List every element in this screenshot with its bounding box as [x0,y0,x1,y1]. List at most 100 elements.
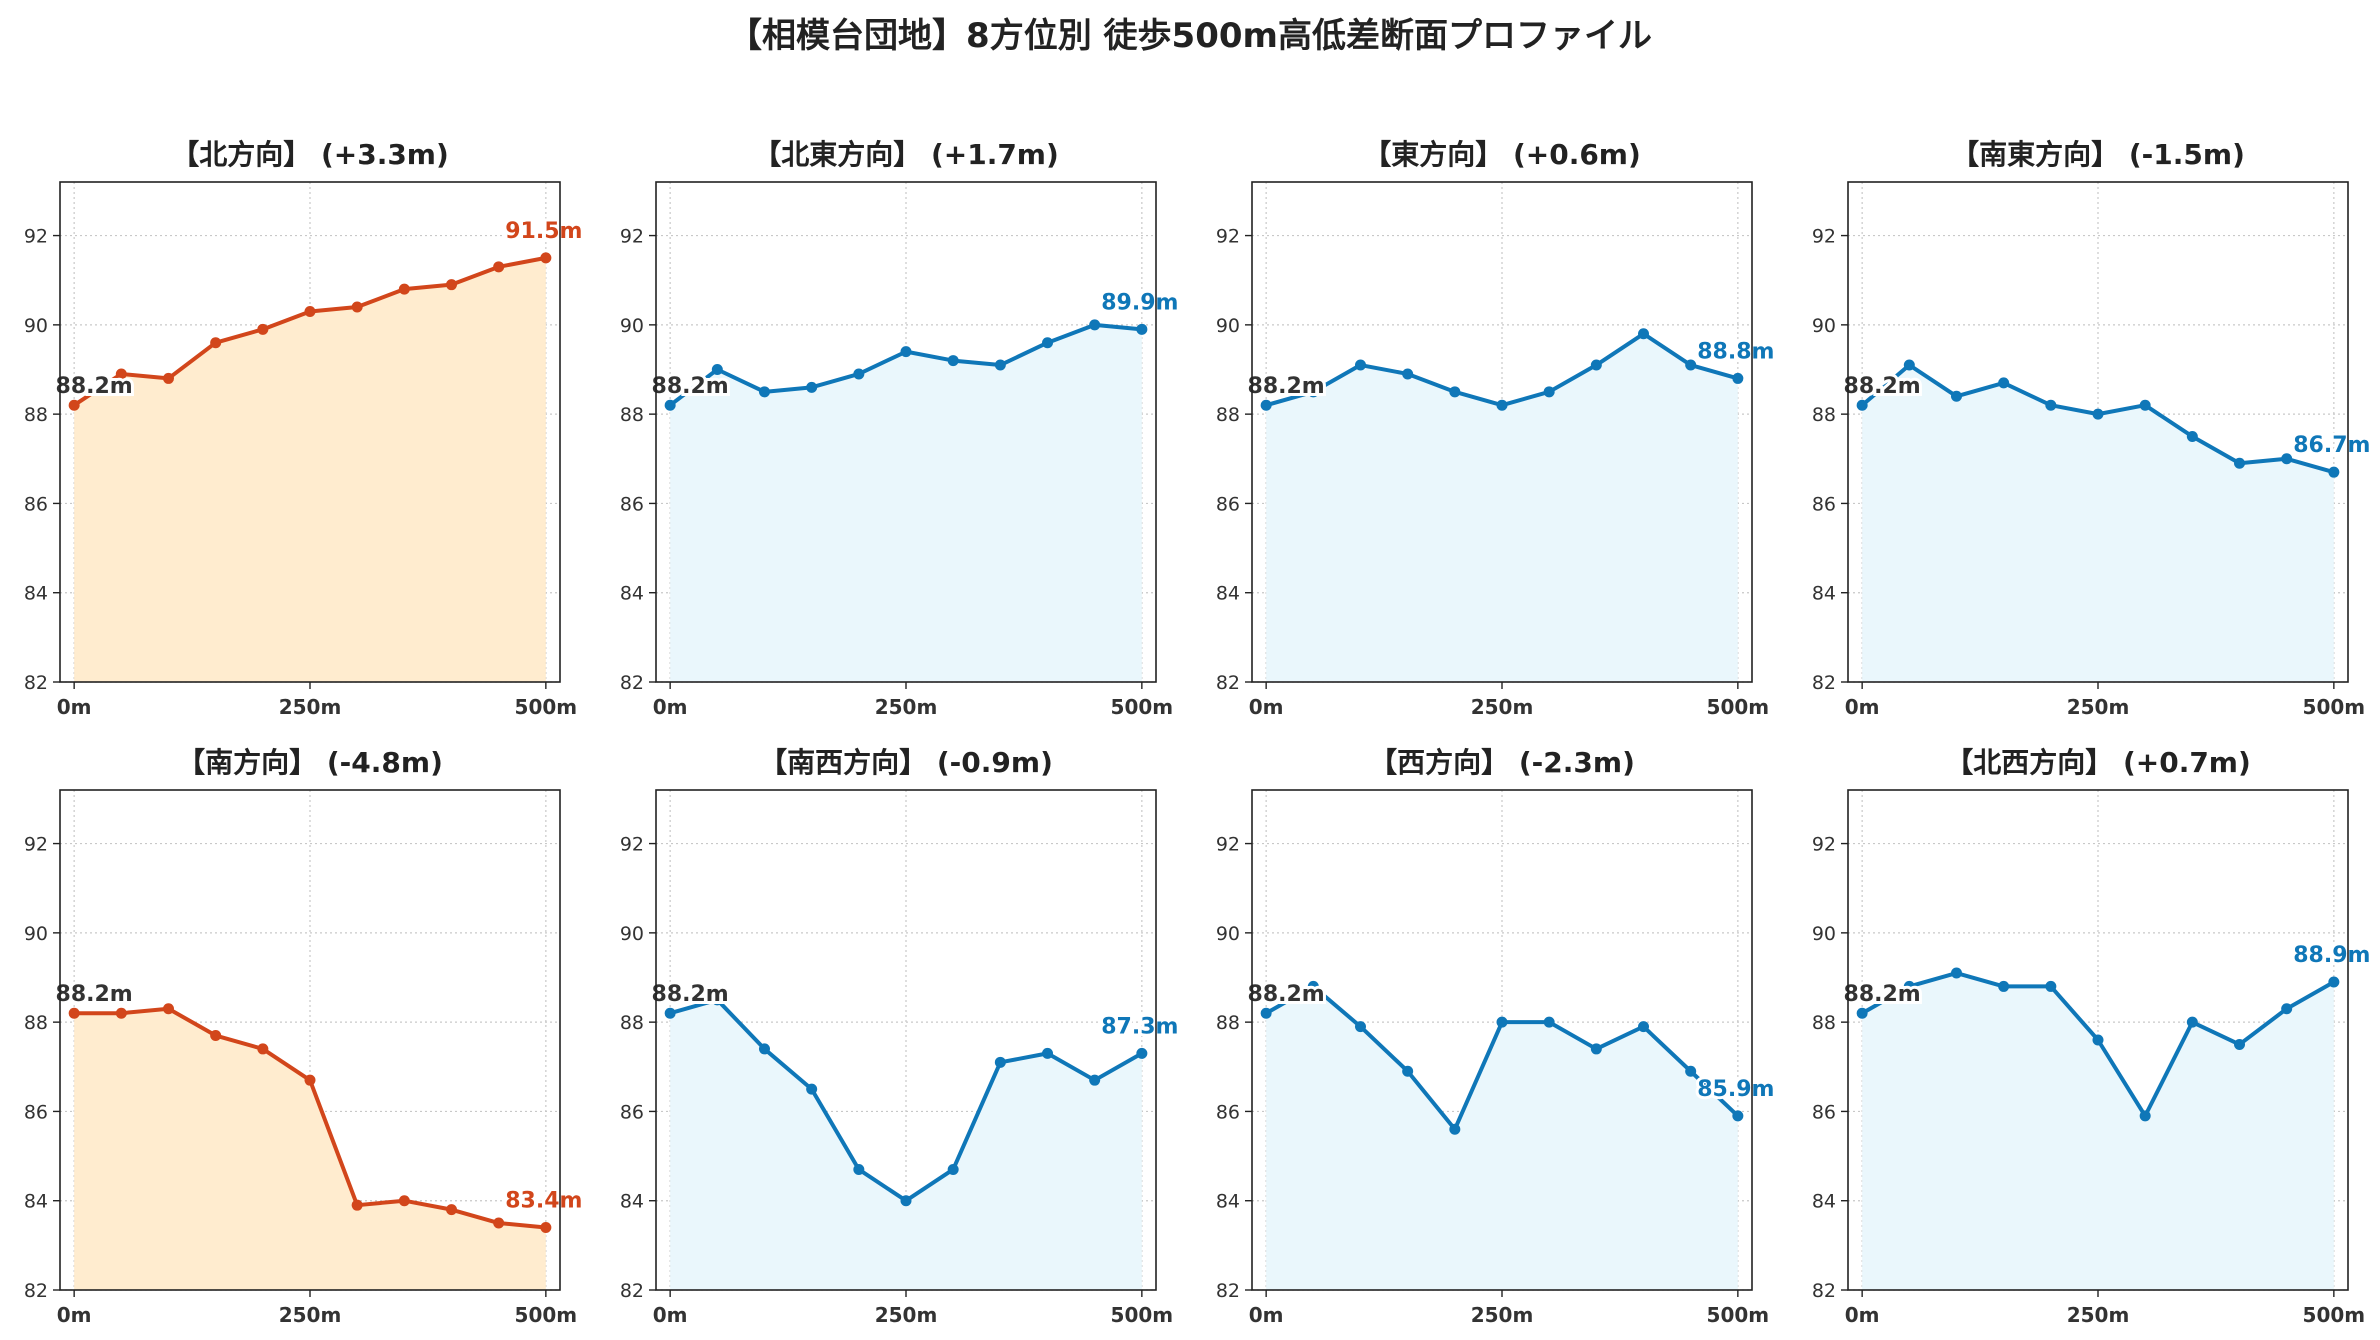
data-point [711,994,723,1006]
data-point [1354,1021,1366,1033]
xtick-label: 0m [1845,695,1880,719]
area-fill [1266,986,1738,1290]
data-point [1042,1047,1054,1059]
data-point [806,1083,818,1095]
data-point [1856,399,1868,411]
ytick-label: 90 [1812,315,1836,337]
data-point [947,355,959,367]
data-point [2186,1016,2198,1028]
ytick-label: 92 [24,834,48,856]
ytick-label: 84 [24,583,48,605]
data-point [1449,1123,1461,1135]
data-point [2234,457,2246,469]
ytick-label: 86 [1812,1101,1836,1123]
xtick-label: 500m [1111,1303,1174,1327]
data-point [351,1199,363,1211]
xtick-label: 0m [57,1303,92,1327]
data-point [68,1007,80,1019]
data-point [1856,1007,1868,1019]
data-point [994,1056,1006,1068]
data-point [1307,386,1319,398]
data-point [446,279,458,291]
xtick-label: 250m [1471,1303,1534,1327]
ytick-label: 90 [620,315,644,337]
panel-7: 【西方向】 (-2.3m) 88.2m 85.9m 82 84 86 88 90 92 0m 250… [1216,746,1778,1327]
ytick-label: 86 [1812,493,1836,515]
ytick-label: 82 [1812,672,1836,694]
ytick-label: 88 [1812,404,1836,426]
panel-3: 【東方向】 (+0.6m) 88.2m 88.8m 82 84 86 88 90 92 0m 250… [1216,138,1778,719]
ytick-label: 90 [1812,923,1836,945]
figure-title: 【相模台団地】8方位別 徒歩500m高低差断面プロファイル [728,16,1652,56]
area-fill [1862,365,2334,682]
data-point [2186,430,2198,442]
data-point [2234,1038,2246,1050]
data-point [398,1195,410,1207]
data-point [758,1043,770,1055]
data-point [994,359,1006,371]
data-point [1543,386,1555,398]
xtick-label: 500m [515,1303,578,1327]
data-point [900,346,912,358]
data-point [853,1163,865,1175]
data-point [2281,453,2293,465]
data-point [758,386,770,398]
data-point [2281,1003,2293,1015]
ytick-label: 82 [1812,1280,1836,1302]
data-point [1543,1016,1555,1028]
ytick-label: 84 [1216,1191,1240,1213]
ytick-label: 92 [620,226,644,248]
ytick-label: 86 [1216,1101,1240,1123]
ytick-label: 84 [620,583,644,605]
panel-title: 【西方向】 (-2.3m) [1369,746,1635,779]
data-point [664,399,676,411]
ytick-label: 82 [24,672,48,694]
data-point [1402,1065,1414,1077]
panel-title: 【北東方向】 (+1.7m) [753,138,1059,171]
area-fill [1266,333,1738,682]
ytick-label: 90 [1216,923,1240,945]
ytick-label: 92 [620,834,644,856]
data-point [1260,399,1272,411]
data-point [162,372,174,384]
data-point [1903,359,1915,371]
ytick-label: 90 [620,923,644,945]
xtick-label: 0m [57,695,92,719]
end-label: 83.4m [505,1189,582,1214]
ytick-label: 88 [1812,1012,1836,1034]
xtick-label: 0m [1249,695,1284,719]
ytick-label: 88 [24,1012,48,1034]
data-point [1136,1047,1148,1059]
data-point [493,261,505,273]
end-label: 85.9m [1697,1077,1774,1102]
data-point [398,283,410,295]
data-point [1685,359,1697,371]
ytick-label: 88 [24,404,48,426]
data-point [664,1007,676,1019]
end-label: 89.9m [1101,290,1178,315]
data-point [900,1195,912,1207]
panel-title: 【東方向】 (+0.6m) [1363,138,1641,171]
data-point [1638,1021,1650,1033]
data-point [711,364,723,375]
panel-title: 【北西方向】 (+0.7m) [1945,746,2251,779]
data-point [1089,319,1101,331]
end-label: 87.3m [1101,1014,1178,1039]
panel-title: 【南東方向】 (-1.5m) [1951,138,2245,171]
data-point [1042,337,1054,349]
data-point [2139,1110,2151,1122]
data-point [1449,386,1461,398]
data-point [2092,1034,2104,1046]
data-point [1903,980,1915,992]
data-point [540,252,552,264]
data-point [853,368,865,380]
xtick-label: 250m [1471,695,1534,719]
area-fill [74,1008,546,1290]
data-point [1354,359,1366,371]
data-point [68,399,80,411]
start-label: 88.2m [652,374,729,399]
ytick-label: 88 [620,1012,644,1034]
ytick-label: 84 [620,1191,644,1213]
